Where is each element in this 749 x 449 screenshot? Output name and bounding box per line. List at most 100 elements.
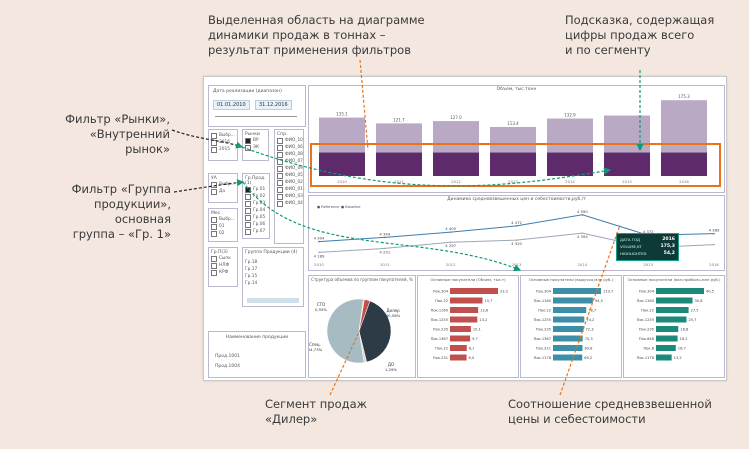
gr4-scroll-buttons[interactable] [247,298,299,303]
filter-item[interactable]: ФИО_06 [277,144,303,151]
product-group-filter: Гр.Прод.(1) Гр.01 Гр.02 Гр.03 Гр.04 Гр.05 Гр.… [242,173,270,239]
filter-item[interactable]: ФИО_05 [277,172,303,179]
filter-item[interactable]: ФИО_07 [277,158,303,165]
checkbox[interactable] [211,132,217,139]
checkbox[interactable] [211,146,217,153]
year-item[interactable]: 2015 [211,146,235,153]
buyers-volume-panel: Основные покупатели (Объем, тыс.т) Пок.3… [417,275,519,378]
month-item[interactable]: 01 [211,223,235,230]
price-data-label: 4 349 [379,231,390,236]
filter-item[interactable]: ФИО_02 [277,179,303,186]
gr4-item[interactable]: Гр.14 [245,281,258,286]
checkbox[interactable] [277,172,283,179]
hbar-category-label: Пок.235 [536,328,551,332]
filter-item[interactable]: ФИО_04 [277,200,303,207]
hbar [656,345,676,351]
checkbox[interactable] [277,165,283,172]
annotation-group: Фильтр «Группа продукции», основная группа… [71,182,171,241]
price-data-label: 4 189 [314,253,325,258]
price-legend-item: ● Baseline [341,205,361,209]
gr4-item[interactable]: Гр.15 [245,274,258,279]
year-item[interactable]: Выбр... [211,132,235,139]
checkbox[interactable] [245,221,251,228]
price-x-tick: 2010 [314,262,324,267]
volume-highlight-bar [604,152,650,176]
hbar-category-label: Пок.1178 [534,356,552,360]
checkbox[interactable] [211,230,217,237]
checkbox[interactable] [245,193,251,200]
checkbox[interactable] [211,262,217,269]
hbar-value-label: 18,8 [680,328,689,332]
filter-item[interactable]: Гр.01 [245,186,267,193]
market-item-ek[interactable]: ЭК [245,144,266,151]
filter-item[interactable]: ФИО_03 [277,193,303,200]
pie-label: Спец. [309,342,321,347]
hbar-category-label: Пок.235 [639,328,654,332]
ua-item[interactable]: Да [211,188,235,195]
hbar [450,345,467,351]
volume-data-label: 135.1 [336,112,348,117]
checkbox[interactable] [277,144,283,151]
filter-item[interactable]: ФИО_10 [277,137,303,144]
hbar-category-label: Пок.22 [641,309,654,313]
hbar-value-label: 74,2 [586,318,594,322]
filter-item[interactable]: ФИО_08 [277,151,303,158]
filter-item[interactable]: Гр.04 [245,207,267,214]
product-item[interactable]: Прод.1001 [215,354,240,359]
filter-item[interactable]: Гр.06 [245,221,267,228]
ua-item[interactable]: Выбр... [211,181,235,188]
checkbox[interactable] [245,144,251,151]
checkbox[interactable] [211,139,217,146]
volume-data-label: 175.3 [678,94,690,99]
hbar [553,326,584,332]
checkbox-checked[interactable] [245,137,251,144]
checkbox[interactable] [245,200,251,207]
checkbox[interactable] [211,269,217,276]
gr4-item[interactable]: Гр.17 [245,267,258,272]
gr3-item[interactable]: КРФ [211,269,235,276]
checkbox[interactable] [277,137,283,144]
gr3-item[interactable]: Сыпк [211,255,235,262]
hbar-value-label: 69,8 [584,347,593,351]
hbar-value-label: 70,3 [585,337,593,341]
checkbox[interactable] [245,214,251,221]
filter-item[interactable]: Гр.07 [245,228,267,235]
checkbox[interactable] [277,200,283,207]
checkbox[interactable] [277,186,283,193]
annotation-top-right: Подсказка, содержащая цифры продаж всего и… [565,13,715,57]
date-to-input[interactable]: 31.12.2016 [255,100,292,110]
market-item-vr[interactable]: ВР [245,137,266,144]
hbar [553,297,593,304]
filter-item[interactable]: ФИО_01 [277,186,303,193]
checkbox[interactable] [277,151,283,158]
date-from-input[interactable]: 01.01.2010 [213,100,250,110]
year-item[interactable]: 2016 [211,139,235,146]
gr3-item[interactable]: НЛФ [211,262,235,269]
checkbox[interactable] [211,255,217,262]
checkbox[interactable] [277,158,283,165]
pie-chart-title: Структура объемов по группам покупателей… [311,277,413,282]
month-item[interactable]: Выбр... [211,216,235,223]
annotation-segment: Сегмент продаж «Дилер» [265,397,367,426]
filter-item[interactable]: Гр.03 [245,200,267,207]
checkbox[interactable] [211,188,217,195]
price-point [515,225,518,227]
product-item[interactable]: Прод.1004 [215,364,240,369]
date-range-slider[interactable] [215,116,297,117]
checkbox[interactable] [277,179,283,186]
checkbox[interactable] [211,216,217,223]
filter-item[interactable]: ФИО_09 [277,165,303,172]
pie-label-value: 0,55% [315,307,327,312]
checkbox[interactable] [245,207,251,214]
checkbox[interactable] [211,181,217,188]
checkbox[interactable] [211,223,217,230]
checkbox-checked[interactable] [245,186,251,193]
buyers-profit-panel: Основные покупатели (вал.прибыль,млн руб… [623,275,725,378]
checkbox[interactable] [245,228,251,235]
checkbox[interactable] [277,193,283,200]
filter-item[interactable]: Гр.02 [245,193,267,200]
month-item[interactable]: 02 [211,230,235,237]
gr4-item[interactable]: Гр.18 [245,260,258,265]
hbar [450,307,479,313]
filter-item[interactable]: Гр.05 [245,214,267,221]
